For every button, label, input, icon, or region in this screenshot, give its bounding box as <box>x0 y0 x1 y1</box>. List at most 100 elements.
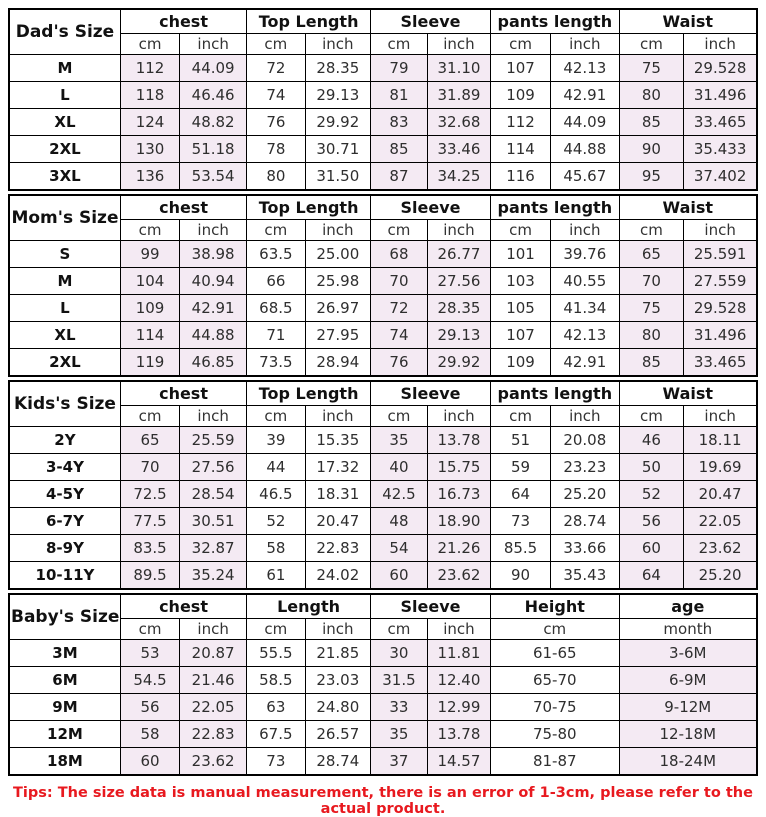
unit-subheader: inch <box>426 219 492 241</box>
unit-subheader: inch <box>179 33 248 55</box>
measurement-value: 60 <box>370 561 428 590</box>
measurement-value: 31.89 <box>426 81 492 109</box>
unit-subheader: cm <box>618 405 685 427</box>
measurement-value: 50 <box>618 453 685 481</box>
measurement-value: 26.57 <box>304 720 372 748</box>
measurement-value: 105 <box>490 294 552 322</box>
measurement-value: 30.71 <box>304 135 372 163</box>
measurement-value: 61-65 <box>489 639 620 667</box>
section-title: Baby's Size <box>8 593 121 640</box>
measurement-value: 67.5 <box>246 720 306 748</box>
measurement-group-header: Top Length <box>246 194 372 220</box>
measurement-value: 99 <box>119 240 181 268</box>
unit-subheader: inch <box>304 405 372 427</box>
measurement-value: 42.13 <box>550 54 620 82</box>
measurement-value: 42.13 <box>550 321 620 349</box>
measurement-value: 61 <box>246 561 306 590</box>
measurement-value: 60 <box>119 747 181 776</box>
unit-subheader: cm <box>490 33 552 55</box>
measurement-value: 53 <box>119 639 181 667</box>
measurement-value: 48 <box>370 507 428 535</box>
measurement-value: 55.5 <box>246 639 306 667</box>
measurement-value: 21.46 <box>179 666 248 694</box>
measurement-value: 44.88 <box>179 321 248 349</box>
measurement-value: 21.26 <box>426 534 492 562</box>
table-row: 3M 53 20.87 55.5 21.85 30 11.81 61-65 3-6M <box>8 639 758 667</box>
measurement-value: 27.56 <box>179 453 248 481</box>
measurement-value: 46.46 <box>179 81 248 109</box>
measurement-value: 51.18 <box>179 135 248 163</box>
measurement-value: 44.09 <box>179 54 248 82</box>
size-row-label: 8-9Y <box>8 534 121 562</box>
measurement-value: 20.87 <box>179 639 248 667</box>
unit-subheader: inch <box>426 618 491 640</box>
measurement-value: 72 <box>370 294 428 322</box>
measurement-value: 109 <box>119 294 181 322</box>
table-row: S 99 38.98 63.5 25.00 68 26.77 101 39.76 65 25.591 <box>8 240 758 268</box>
measurement-group-header: pants length <box>490 380 620 406</box>
measurement-value: 54 <box>370 534 428 562</box>
unit-subheader: inch <box>683 405 758 427</box>
measurement-value: 22.05 <box>179 693 248 721</box>
unit-subheader: inch <box>426 405 492 427</box>
unit-subheader: cm <box>119 33 181 55</box>
table-row: L 109 42.91 68.5 26.97 72 28.35 105 41.34 75 29.52… <box>8 294 758 322</box>
measurement-value: 28.54 <box>179 480 248 508</box>
measurement-value: 22.83 <box>179 720 248 748</box>
measurement-value: 35.433 <box>683 135 758 163</box>
measurement-value: 33 <box>370 693 428 721</box>
measurement-value: 46 <box>618 426 685 454</box>
measurement-value: 13.78 <box>426 426 492 454</box>
measurement-value: 64 <box>490 480 552 508</box>
measurement-value: 77.5 <box>119 507 181 535</box>
size-row-label: 12M <box>8 720 121 748</box>
measurement-value: 32.87 <box>179 534 248 562</box>
unit-subheader: cm <box>246 219 306 241</box>
measurement-value: 75-80 <box>489 720 620 748</box>
measurement-value: 31.496 <box>683 321 758 349</box>
measurement-value: 83 <box>370 108 428 136</box>
measurement-value: 18-24M <box>618 747 758 776</box>
measurement-value: 25.591 <box>683 240 758 268</box>
measurement-value: 19.69 <box>683 453 758 481</box>
measurement-value: 58 <box>246 534 306 562</box>
measurement-value: 23.62 <box>179 747 248 776</box>
measurement-group-header: Top Length <box>246 8 372 34</box>
unit-subheader: cm <box>370 33 428 55</box>
measurement-value: 44 <box>246 453 306 481</box>
measurement-value: 107 <box>490 54 552 82</box>
measurement-value: 35.43 <box>550 561 620 590</box>
measurement-value: 23.03 <box>304 666 372 694</box>
size-table: Baby's Size chest Length Sleeve Height age cm i… <box>8 593 758 776</box>
measurement-value: 39.76 <box>550 240 620 268</box>
measurement-group-header: pants length <box>490 8 620 34</box>
measurement-value: 68.5 <box>246 294 306 322</box>
measurement-value: 31.496 <box>683 81 758 109</box>
measurement-value: 114 <box>119 321 181 349</box>
measurement-value: 112 <box>490 108 552 136</box>
measurement-value: 31.10 <box>426 54 492 82</box>
measurement-value: 56 <box>618 507 685 535</box>
measurement-group-header: age <box>618 593 758 619</box>
table-row: M 112 44.09 72 28.35 79 31.10 107 42.13 75 29.528 <box>8 54 758 82</box>
table-row: 18M 60 23.62 73 28.74 37 14.57 81-87 18-24M <box>8 747 758 776</box>
size-row-label: 6M <box>8 666 121 694</box>
unit-subheader: inch <box>550 219 620 241</box>
measurement-value: 59 <box>490 453 552 481</box>
measurement-value: 44.88 <box>550 135 620 163</box>
measurement-value: 40 <box>370 453 428 481</box>
measurement-value: 13.78 <box>426 720 491 748</box>
unit-subheader: inch <box>683 219 758 241</box>
measurement-value: 33.46 <box>426 135 492 163</box>
measurement-value: 11.81 <box>426 639 491 667</box>
measurement-value: 103 <box>490 267 552 295</box>
table-row: XL 124 48.82 76 29.92 83 32.68 112 44.09 85 33.465 <box>8 108 758 136</box>
measurement-value: 18.11 <box>683 426 758 454</box>
measurement-group-header: Top Length <box>246 380 372 406</box>
measurement-value: 25.20 <box>683 561 758 590</box>
measurement-value: 118 <box>119 81 181 109</box>
measurement-value: 22.83 <box>304 534 372 562</box>
measurement-value: 42.91 <box>550 348 620 377</box>
size-row-label: 18M <box>8 747 121 776</box>
size-row-label: 3-4Y <box>8 453 121 481</box>
